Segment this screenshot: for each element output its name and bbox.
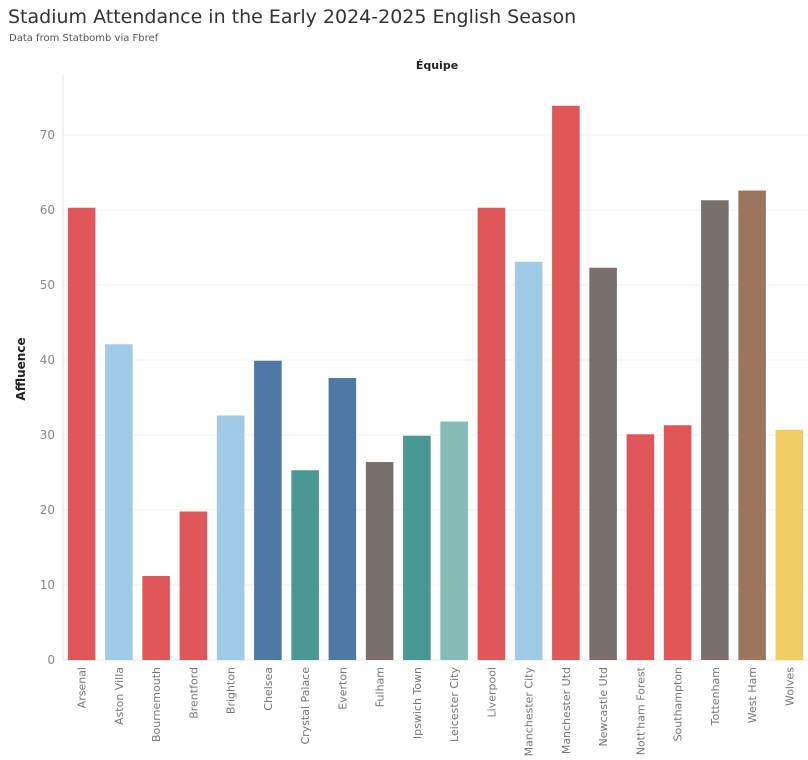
- y-tick-label: 50: [40, 278, 55, 292]
- x-tick-label: Aston Villa: [113, 667, 126, 725]
- x-tick-label: Brighton: [225, 667, 238, 714]
- bar-bournemouth[interactable]: [142, 576, 170, 660]
- y-tick-label: 20: [40, 503, 55, 517]
- x-tick-label: Bournemouth: [150, 667, 163, 742]
- bar-liverpool[interactable]: [477, 207, 506, 660]
- bar-brighton[interactable]: [216, 415, 245, 661]
- y-tick-label: 40: [40, 353, 55, 367]
- bar-everton[interactable]: [328, 378, 357, 660]
- x-tick-label: Crystal Palace: [299, 667, 312, 745]
- x-tick-label: Arsenal: [76, 667, 89, 708]
- bar-newcastle-utd[interactable]: [589, 267, 617, 660]
- y-tick-label: 0: [47, 653, 55, 667]
- x-tick-label: West Ham: [746, 667, 759, 723]
- x-tick-label: Ipswich Town: [411, 667, 424, 739]
- x-tick-label: Manchester City: [523, 667, 536, 757]
- y-tick-label: 60: [40, 203, 55, 217]
- bar-nott-ham-forest[interactable]: [626, 434, 655, 660]
- bar-manchester-utd[interactable]: [552, 105, 580, 660]
- x-tick-label: Fulham: [374, 667, 387, 707]
- y-tick-label: 10: [40, 578, 55, 592]
- x-tick-label: Manchester Utd: [560, 667, 573, 754]
- bar-leicester-city[interactable]: [440, 421, 468, 661]
- bar-manchester-city[interactable]: [514, 261, 543, 660]
- x-tick-label: Nott'ham Forest: [634, 666, 647, 755]
- bar-crystal-palace[interactable]: [291, 470, 319, 660]
- bar-fulham[interactable]: [365, 462, 394, 660]
- y-tick-labels: 0 10 20 30 40 50 60 70: [40, 128, 55, 667]
- gridlines: [63, 134, 808, 586]
- bar-tottenham[interactable]: [701, 200, 729, 660]
- chart-title: Stadium Attendance in the Early 2024-202…: [8, 6, 577, 28]
- x-tick-label: Liverpool: [485, 667, 498, 717]
- x-tick-label: Wolves: [783, 667, 796, 706]
- x-tick-label: Leicester City: [448, 667, 461, 742]
- y-tick-label: 70: [40, 128, 55, 142]
- x-tick-label: Chelsea: [262, 667, 275, 711]
- x-tick-label: Brentford: [187, 667, 200, 719]
- x-tick-label: Newcastle Utd: [597, 667, 610, 747]
- y-tick-label: 30: [40, 428, 55, 442]
- x-tick-labels: Arsenal Aston Villa Bournemouth Brentford Br…: [76, 666, 797, 756]
- bar-southampton[interactable]: [663, 425, 692, 660]
- bar-ipswich-town[interactable]: [403, 435, 431, 660]
- bar-brentford[interactable]: [179, 511, 208, 661]
- bars: [67, 105, 804, 661]
- x-tick-label: Everton: [336, 667, 349, 710]
- bar-wolves[interactable]: [775, 429, 804, 660]
- x-tick-label: Southampton: [672, 667, 685, 741]
- bar-aston-villa[interactable]: [105, 344, 133, 660]
- x-tick-label: Tottenham: [709, 667, 722, 726]
- chart-subtitle: Data from Statbomb via Fbref: [9, 33, 159, 44]
- bar-chelsea[interactable]: [254, 360, 282, 660]
- bar-west-ham[interactable]: [738, 190, 766, 661]
- bar-arsenal[interactable]: [67, 207, 96, 660]
- y-axis-title: Affluence: [14, 337, 28, 400]
- column-header: Équipe: [416, 59, 458, 72]
